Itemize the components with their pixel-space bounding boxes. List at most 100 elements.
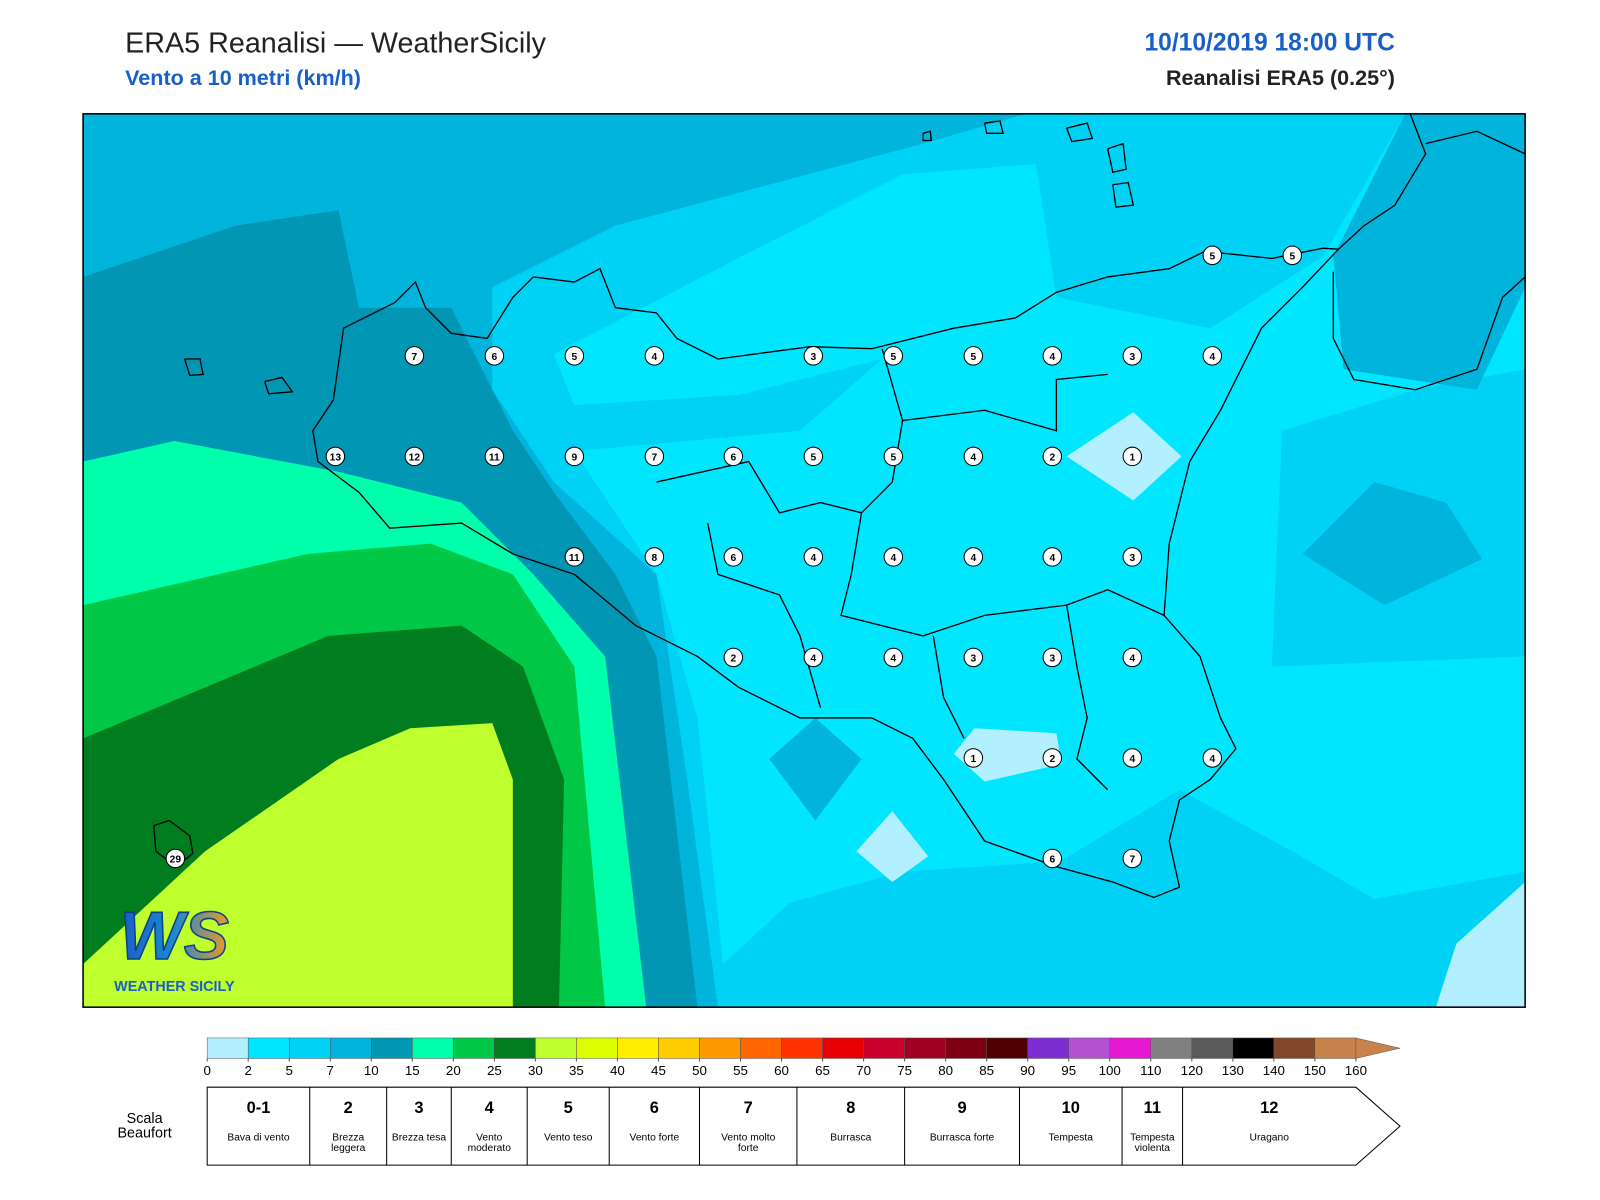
station-marker xyxy=(963,748,984,768)
colorbar-bin xyxy=(494,1037,536,1059)
colorbar-bin xyxy=(740,1037,782,1059)
station-value: 3 xyxy=(1129,553,1135,564)
station-marker xyxy=(644,446,665,467)
station-value: 1 xyxy=(1129,453,1135,464)
beaufort-description: Brezza tesa xyxy=(391,1132,447,1144)
station-marker xyxy=(963,647,984,668)
coast-line xyxy=(932,635,965,739)
stations: 7 6 5 4 3 5 5 4 3 413 12 11 9 7 6 5 5 4 2 111 8 6 4 4 4 4 32 4 4 3 3 41… xyxy=(165,245,1303,869)
station-marker xyxy=(723,446,744,467)
colorbar-bin xyxy=(986,1037,1028,1059)
station-value: 3 xyxy=(970,654,976,665)
coast-line xyxy=(263,376,294,395)
beaufort-description: Tempesta violenta xyxy=(1130,1132,1175,1154)
coast-line xyxy=(1112,181,1135,208)
colorbar-tick-label: 35 xyxy=(569,1063,584,1078)
colorbar-tick-label: 90 xyxy=(1020,1063,1035,1078)
station-marker xyxy=(883,647,904,668)
colorbar-bin xyxy=(535,1037,577,1059)
coast-line xyxy=(922,130,933,142)
station-value: 3 xyxy=(1129,352,1135,363)
station-value: 7 xyxy=(1129,855,1135,866)
colorbar-tick-label: 120 xyxy=(1181,1063,1203,1078)
station-marker xyxy=(963,446,984,467)
station-value: 4 xyxy=(890,654,896,665)
beaufort-force: 12 xyxy=(1260,1099,1279,1117)
station-marker xyxy=(325,446,346,467)
beaufort-label: Scala Beaufort xyxy=(117,1109,172,1141)
station-value: 4 xyxy=(1209,754,1215,765)
colorbar-tick-label: 2 xyxy=(244,1063,251,1078)
colorbar-tick-label: 50 xyxy=(692,1063,707,1078)
beaufort-description: Vento teso xyxy=(543,1132,593,1144)
beaufort-description: Burrasca xyxy=(830,1132,872,1144)
station-value: 5 xyxy=(810,453,816,464)
station-marker xyxy=(1282,245,1303,266)
station-marker xyxy=(803,647,824,668)
station-marker xyxy=(1202,748,1223,768)
beaufort-force: 4 xyxy=(484,1099,494,1117)
beaufort-description: Uragano xyxy=(1249,1132,1289,1144)
station-value: 29 xyxy=(170,855,182,866)
colorbar-bin xyxy=(1027,1037,1069,1059)
station-marker xyxy=(803,547,824,567)
colorbar-bin xyxy=(1068,1037,1110,1059)
colorbar-bin xyxy=(1109,1037,1152,1059)
colorbar-bin xyxy=(576,1037,618,1059)
colorbar-tick-label: 100 xyxy=(1099,1063,1121,1078)
beaufort-force: 11 xyxy=(1143,1099,1161,1117)
station-value: 6 xyxy=(730,453,736,464)
coast-line xyxy=(656,460,862,514)
colorbar-bin xyxy=(412,1037,454,1059)
station-value: 12 xyxy=(409,453,421,464)
station-value: 4 xyxy=(1129,754,1135,765)
station-marker xyxy=(1122,547,1143,567)
station-marker xyxy=(404,446,425,467)
station-value: 4 xyxy=(970,553,976,564)
station-value: 5 xyxy=(1289,251,1295,262)
station-value: 2 xyxy=(730,654,736,665)
station-marker xyxy=(1122,748,1143,768)
station-value: 5 xyxy=(1209,251,1215,262)
station-value: 11 xyxy=(489,453,500,464)
station-marker xyxy=(1042,848,1063,869)
colorbar-bin xyxy=(658,1037,700,1059)
colorbar-bin xyxy=(781,1037,823,1059)
coast-line xyxy=(1066,605,1109,791)
colorbar-bin xyxy=(453,1037,495,1059)
colorbar-tick-label: 30 xyxy=(528,1063,543,1078)
colorbar-arrow xyxy=(1355,1037,1401,1059)
source: Reanalisi ERA5 (0.25°) xyxy=(1165,66,1395,91)
beaufort-force: 10 xyxy=(1061,1099,1080,1117)
station-value: 7 xyxy=(412,352,418,363)
station-marker xyxy=(963,547,984,567)
colorbar-tick-label: 150 xyxy=(1304,1063,1326,1078)
colorbar-bin xyxy=(1232,1037,1275,1059)
coastline xyxy=(153,113,1526,899)
station-marker xyxy=(883,446,904,467)
colorbar-bin xyxy=(288,1037,331,1059)
station-marker xyxy=(1042,748,1063,768)
station-marker xyxy=(644,547,665,567)
station-value: 13 xyxy=(330,453,342,464)
station-value: 9 xyxy=(572,453,578,464)
coast-line xyxy=(1107,142,1127,174)
station-marker xyxy=(564,346,585,366)
coast-line xyxy=(983,120,1004,134)
colorbar-tick-label: 5 xyxy=(286,1063,293,1078)
wind-zone xyxy=(856,811,929,883)
station-value: 3 xyxy=(1049,654,1055,665)
station-marker xyxy=(963,346,984,366)
wind-zone xyxy=(953,728,1062,782)
coast-line xyxy=(312,247,1340,899)
station-marker xyxy=(1042,647,1063,668)
station-value: 11 xyxy=(569,553,580,564)
station-value: 3 xyxy=(810,352,816,363)
station-marker xyxy=(484,346,505,366)
beaufort-force: 3 xyxy=(414,1099,424,1117)
beaufort-scale xyxy=(206,1086,1401,1166)
wind-zone xyxy=(769,717,862,821)
coast-line xyxy=(1066,122,1094,143)
logo-name: WEATHER SICILY xyxy=(114,979,235,995)
